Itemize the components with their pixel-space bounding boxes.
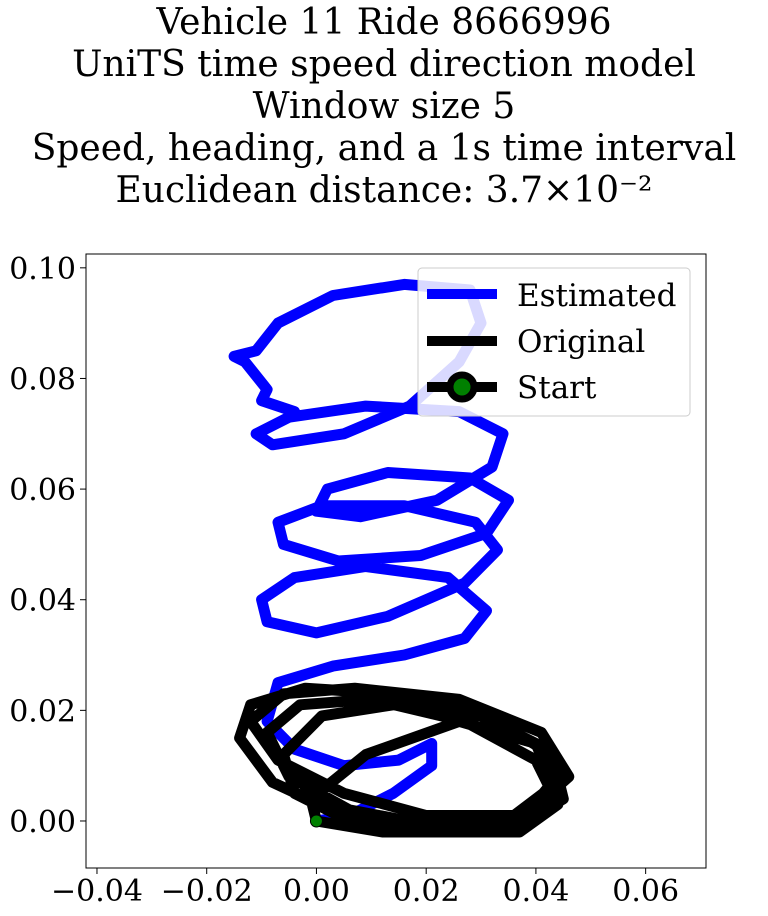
axes-layer: −0.04 −0.02 0.00 0.02 0.04 0.06 0.00 0.02 0.04 0.…: [9, 252, 679, 909]
y-tick-label: 0.00: [9, 805, 76, 840]
x-tick-label: −0.04: [51, 874, 143, 909]
x-tick-label: 0.00: [283, 874, 350, 909]
title-line-1: Vehicle 11 Ride 8666996: [156, 2, 612, 43]
legend-estimated-label: Estimated: [517, 278, 676, 314]
y-tick-label: 0.08: [9, 362, 76, 397]
y-tick-label: 0.06: [9, 473, 76, 508]
y-tick-label: 0.04: [9, 584, 76, 619]
series-original-line: [234, 682, 575, 838]
x-tick-label: 0.04: [503, 874, 570, 909]
title-line-5: Euclidean distance: 3.7×10⁻²: [115, 170, 653, 211]
title-line-4: Speed, heading, and a 1s time interval: [31, 128, 737, 169]
plot-frame: [85, 253, 707, 869]
chart-title: Vehicle 11 Ride 8666996 UniTS time speed…: [0, 2, 768, 212]
title-line-2: UniTS time speed direction model: [72, 44, 696, 85]
x-tick-label: 0.02: [393, 874, 460, 909]
legend: Estimated Original Start: [417, 267, 691, 417]
x-tick-label: −0.02: [161, 874, 253, 909]
x-tick-label: 0.06: [612, 874, 679, 909]
y-tick-label: 0.10: [9, 252, 76, 287]
legend-original-label: Original: [517, 324, 645, 360]
legend-box: [417, 267, 691, 417]
title-line-3: Window size 5: [252, 86, 516, 127]
legend-start-marker: [446, 371, 478, 403]
y-tick-label: 0.02: [9, 694, 76, 729]
start-point-marker: [309, 814, 323, 828]
legend-start-label: Start: [517, 370, 597, 406]
